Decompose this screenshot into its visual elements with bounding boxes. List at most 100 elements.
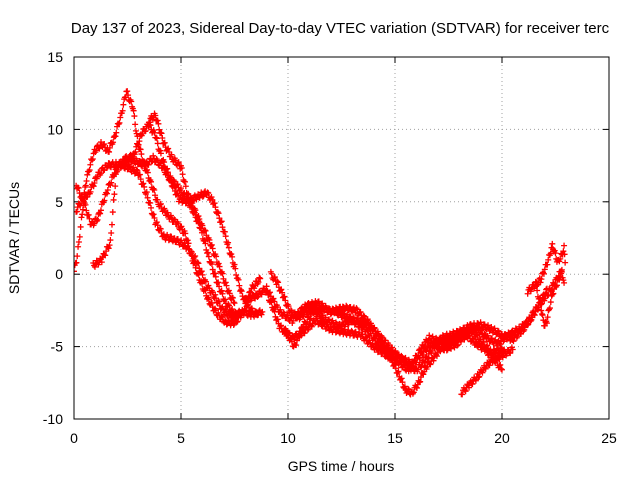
data-point <box>75 185 82 192</box>
data-point <box>170 182 177 189</box>
data-point <box>524 290 531 297</box>
data-point <box>275 279 282 286</box>
data-point <box>208 261 215 268</box>
data-point <box>216 215 223 222</box>
data-point <box>186 194 193 201</box>
data-point <box>133 166 140 173</box>
data-point <box>433 353 440 360</box>
data-point <box>110 173 117 180</box>
data-point <box>90 183 97 190</box>
data-point <box>154 196 161 203</box>
data-point <box>94 216 101 223</box>
data-point <box>305 325 312 332</box>
data-point <box>533 283 540 290</box>
data-point <box>493 357 500 364</box>
data-point <box>542 291 549 298</box>
data-point <box>409 362 416 369</box>
data-point <box>79 193 86 200</box>
data-point <box>216 283 223 290</box>
data-point <box>470 327 477 334</box>
y-tick-label: 5 <box>55 194 63 210</box>
data-point <box>319 300 326 307</box>
data-point <box>168 151 175 158</box>
data-point <box>101 197 108 204</box>
axis-ticks: 0 5 10 15 20 25 -10 -5 0 5 10 15 <box>43 49 617 446</box>
data-point <box>221 228 228 235</box>
data-point <box>230 321 237 328</box>
data-point <box>405 385 412 392</box>
plot-frame <box>73 56 610 420</box>
data-point <box>454 341 461 348</box>
data-point <box>84 171 91 178</box>
data-point <box>218 218 225 225</box>
data-point <box>277 322 284 329</box>
data-point <box>111 191 118 198</box>
data-point <box>287 307 294 314</box>
data-point <box>373 342 380 349</box>
data-point <box>541 292 548 299</box>
data-point <box>413 359 420 366</box>
data-point <box>206 236 213 243</box>
data-point <box>79 206 86 213</box>
data-point <box>259 308 266 315</box>
data-point <box>308 323 315 330</box>
data-point <box>268 270 275 277</box>
data-point <box>119 107 126 114</box>
data-point <box>252 311 259 318</box>
data-point <box>413 384 420 391</box>
data-point <box>537 279 544 286</box>
data-point <box>215 260 222 267</box>
data-point <box>418 363 425 370</box>
data-point <box>205 282 212 289</box>
data-point <box>197 268 204 275</box>
data-point <box>247 288 254 295</box>
data-point <box>157 150 164 157</box>
data-point <box>398 352 405 359</box>
data-point <box>402 354 409 361</box>
data-point <box>466 323 473 330</box>
data-point <box>74 253 81 260</box>
y-tick-label: 10 <box>47 121 63 137</box>
data-point <box>416 355 423 362</box>
x-tick-label: 25 <box>601 430 617 446</box>
data-point <box>85 211 92 218</box>
data-point <box>174 235 181 242</box>
data-point <box>150 127 157 134</box>
data-point <box>478 327 485 334</box>
data-point <box>164 169 171 176</box>
data-point <box>237 286 244 293</box>
data-point <box>316 317 323 324</box>
data-point <box>219 270 226 277</box>
data-point <box>546 305 553 312</box>
data-point <box>137 146 144 153</box>
data-point <box>364 327 371 334</box>
data-point <box>426 332 433 339</box>
data-point <box>148 178 155 185</box>
data-point <box>117 114 124 121</box>
data-point <box>552 250 559 257</box>
data-point <box>88 157 95 164</box>
data-point <box>544 261 551 268</box>
data-point <box>208 300 215 307</box>
data-point <box>458 338 465 345</box>
data-point <box>152 112 159 119</box>
data-point <box>98 259 105 266</box>
data-point <box>472 377 479 384</box>
data-point <box>256 274 263 281</box>
data-point <box>312 307 319 314</box>
data-point <box>543 286 550 293</box>
data-point <box>270 295 277 302</box>
data-point <box>165 145 172 152</box>
data-point <box>466 384 473 391</box>
data-point <box>89 155 96 162</box>
data-point <box>300 313 307 320</box>
data-point <box>538 276 545 283</box>
data-point <box>304 326 311 333</box>
data-point <box>380 347 387 354</box>
data-point <box>549 291 556 298</box>
data-point <box>82 182 89 189</box>
x-axis-label: GPS time / hours <box>288 458 395 474</box>
data-point <box>236 282 243 289</box>
data-point <box>158 130 165 137</box>
